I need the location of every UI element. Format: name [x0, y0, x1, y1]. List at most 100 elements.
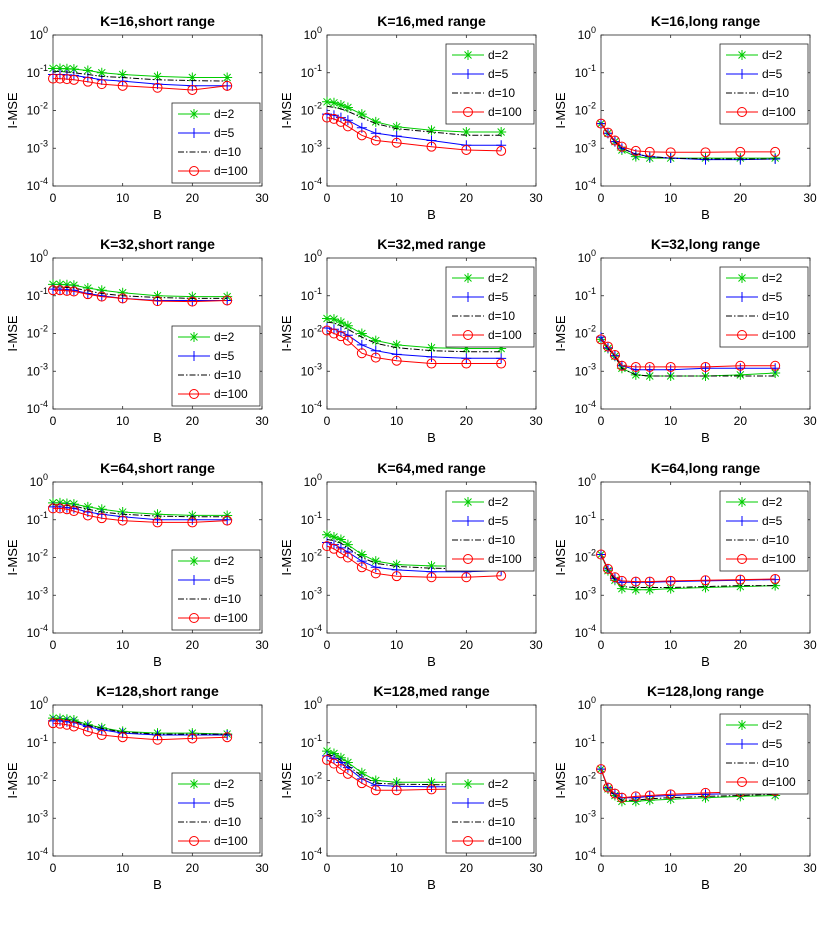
- legend-marker: [463, 50, 473, 60]
- data-point: [426, 572, 437, 583]
- legend-label: d=5: [762, 737, 783, 751]
- data-point: [54, 73, 65, 84]
- data-point: [322, 96, 332, 107]
- legend-marker: [189, 128, 199, 138]
- data-point: [461, 144, 472, 155]
- legend-box: [445, 266, 535, 348]
- data-point: [630, 145, 641, 156]
- data-point: [68, 280, 79, 291]
- data-point: [461, 353, 472, 364]
- y-axis-label: I-MSE: [279, 539, 294, 575]
- data-point: [152, 296, 163, 307]
- legend-label: d=10: [488, 86, 515, 100]
- y-tick-label: 10-2: [575, 548, 596, 565]
- y-tick-label: 10-4: [301, 623, 322, 640]
- x-axis-label: B: [427, 654, 436, 669]
- data-point: [117, 293, 128, 304]
- legend-label: d=100: [762, 775, 796, 789]
- legend-label: d=10: [214, 592, 241, 606]
- data-point: [496, 358, 507, 369]
- y-tick-label: 100: [304, 248, 322, 265]
- y-tick-label: 10-2: [27, 548, 48, 565]
- y-tick-label: 100: [30, 248, 48, 265]
- x-tick-label: 10: [390, 191, 404, 205]
- legend-marker: [463, 779, 473, 789]
- data-point: [222, 515, 233, 526]
- data-point: [342, 539, 353, 550]
- data-point: [322, 112, 332, 123]
- legend-label: d=10: [214, 145, 241, 159]
- data-point: [496, 126, 507, 137]
- data-point: [68, 721, 79, 732]
- legend-marker: [189, 332, 199, 342]
- data-point: [644, 146, 655, 157]
- data-point: [391, 121, 402, 132]
- y-tick-label: 10-4: [301, 176, 322, 193]
- legend-label: d=5: [762, 514, 783, 528]
- legend: d=2 d=5 d=10 d=100: [171, 549, 261, 631]
- data-point: [461, 343, 472, 354]
- chart-panel: K=16,long range 0 10 20 30 100 10-1 10-2 10-3 10-…: [553, 13, 817, 222]
- legend-label: d=2: [488, 495, 509, 509]
- data-point: [342, 552, 353, 563]
- y-axis-label: I-MSE: [5, 92, 20, 128]
- chart-title: K=64,long range: [651, 460, 761, 476]
- y-tick-label: 100: [578, 25, 596, 42]
- data-point: [700, 582, 711, 593]
- y-tick-label: 10-2: [301, 771, 322, 788]
- legend-box: [719, 713, 809, 795]
- data-point: [68, 74, 79, 85]
- data-point: [117, 732, 128, 743]
- legend-marker: [737, 554, 747, 564]
- data-point: [391, 781, 402, 792]
- data-point: [152, 82, 163, 93]
- data-point: [665, 147, 676, 158]
- data-point: [644, 361, 655, 372]
- legend-label: d=2: [214, 777, 235, 791]
- data-point: [328, 328, 339, 339]
- legend-marker: [189, 779, 199, 789]
- data-point: [96, 67, 107, 78]
- x-tick-label: 10: [116, 638, 130, 652]
- legend-label: d=10: [488, 815, 515, 829]
- data-point: [356, 767, 367, 778]
- y-tick-label: 10-1: [301, 733, 322, 750]
- data-point: [117, 80, 128, 91]
- chart-panel: K=32,long range 0 10 20 30 100 10-1 10-2 10-3 10-…: [553, 236, 817, 445]
- data-point: [328, 97, 339, 108]
- data-point: [82, 65, 93, 76]
- y-tick-label: 10-1: [575, 286, 596, 303]
- legend-marker: [463, 69, 473, 79]
- data-point: [54, 285, 65, 296]
- legend-label: d=5: [214, 573, 235, 587]
- chart-title: K=16,long range: [651, 13, 761, 29]
- legend-label: d=100: [762, 105, 796, 119]
- x-axis-label: B: [701, 877, 710, 892]
- x-tick-label: 30: [255, 414, 269, 428]
- data-point: [322, 325, 332, 336]
- legend-label: d=2: [762, 495, 783, 509]
- chart-panel: K=16,short range 0 10 20 30 100 10-1 10-2 10-3 10…: [5, 13, 269, 222]
- data-point: [461, 358, 472, 369]
- data-point: [370, 116, 381, 127]
- y-tick-label: 10-4: [575, 623, 596, 640]
- legend-label: d=100: [214, 164, 248, 178]
- legend-marker: [189, 575, 199, 585]
- data-point: [61, 285, 72, 296]
- data-point: [426, 566, 437, 577]
- chart-title: K=32,short range: [100, 236, 215, 252]
- x-tick-label: 30: [255, 861, 269, 875]
- data-point: [596, 118, 606, 129]
- legend-marker: [737, 107, 747, 117]
- data-point: [48, 503, 58, 514]
- legend-label: d=100: [488, 105, 522, 119]
- x-tick-label: 20: [186, 638, 200, 652]
- legend: d=2 d=5 d=10 d=100: [719, 490, 809, 572]
- data-point: [665, 575, 676, 586]
- data-point: [96, 79, 107, 90]
- series-line: [52, 722, 228, 741]
- x-tick-label: 30: [255, 191, 269, 205]
- chart-title: K=128,med range: [373, 683, 490, 699]
- y-tick-label: 100: [578, 695, 596, 712]
- legend-marker: [737, 497, 747, 507]
